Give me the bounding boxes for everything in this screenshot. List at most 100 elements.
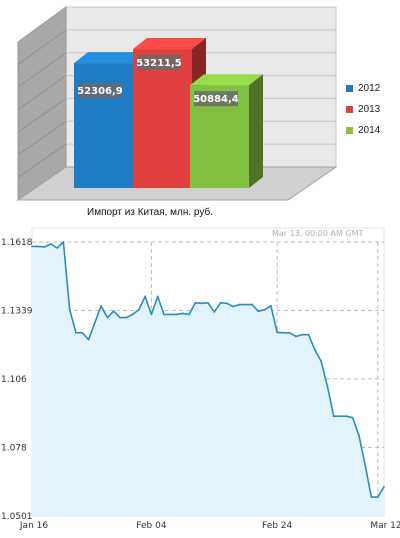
data-point[interactable] <box>81 331 84 334</box>
data-point[interactable] <box>357 434 360 437</box>
tooltip-time: Mar 13, 00:00 AM GMT <box>272 229 364 238</box>
legend-item-2014[interactable]: 2014 <box>346 120 380 141</box>
data-point[interactable] <box>295 335 297 338</box>
bar-top-face <box>190 74 263 86</box>
line-chart: 1.1618 1.1339 1.106 1.078 1.0501 Jan 16 Feb 04… <box>0 222 400 533</box>
data-point[interactable] <box>163 313 165 316</box>
data-point[interactable] <box>169 313 172 316</box>
data-point[interactable] <box>370 496 373 499</box>
legend-swatch-2014 <box>346 127 353 134</box>
data-point[interactable] <box>257 310 260 313</box>
bar-2014[interactable]: 50884,4 <box>190 74 263 188</box>
data-point[interactable] <box>75 331 77 334</box>
data-point[interactable] <box>137 308 140 311</box>
x-tick-label: Mar 12 <box>370 521 400 531</box>
data-point[interactable] <box>351 416 354 419</box>
y-tick-label: 1.0501 <box>1 512 33 522</box>
data-point[interactable] <box>339 415 341 418</box>
data-point[interactable] <box>150 313 153 316</box>
data-point[interactable] <box>175 313 178 316</box>
bar-front-face <box>74 63 133 188</box>
grid-line-side <box>17 29 67 65</box>
bar-value-label-bg <box>194 91 238 107</box>
y-axis-labels: 1.1618 1.1339 1.106 1.078 1.0501 <box>1 238 33 522</box>
data-point[interactable] <box>112 310 115 313</box>
data-point[interactable] <box>144 295 147 298</box>
bar-chart-canvas: 52306,9 53211,5 50884,4 <box>16 6 338 201</box>
y-tick-label: 1.106 <box>1 375 27 385</box>
data-point[interactable] <box>106 316 109 319</box>
data-point[interactable] <box>320 360 323 363</box>
data-point[interactable] <box>269 304 272 307</box>
data-point[interactable] <box>43 246 46 248</box>
data-point[interactable] <box>31 245 33 248</box>
legend-swatch-2013 <box>346 106 353 113</box>
data-point[interactable] <box>313 349 316 351</box>
bar-value-label: 52306,9 <box>77 86 123 97</box>
data-point[interactable] <box>263 308 266 311</box>
bar-side-face <box>249 74 263 188</box>
data-point[interactable] <box>131 313 134 316</box>
legend-item-2013[interactable]: 2013 <box>346 99 380 120</box>
data-point[interactable] <box>376 496 379 499</box>
data-point[interactable] <box>213 311 216 313</box>
data-point[interactable] <box>125 316 128 319</box>
data-point[interactable] <box>49 243 52 245</box>
legend-item-2012[interactable]: 2012 <box>346 78 380 99</box>
grid-line-side <box>17 52 67 88</box>
legend-swatch-2012 <box>346 85 353 92</box>
bar-front-face <box>133 49 192 188</box>
data-point[interactable] <box>219 301 222 304</box>
bar-chart: 52306,9 53211,5 50884,4 2012 2013 2014 Имп… <box>0 0 400 222</box>
bar-value-label-bg <box>78 83 122 99</box>
data-point[interactable] <box>238 303 241 306</box>
data-point[interactable] <box>244 303 247 306</box>
data-point[interactable] <box>56 246 59 249</box>
data-point[interactable] <box>194 301 197 304</box>
data-point[interactable] <box>288 331 291 334</box>
data-point[interactable] <box>383 485 385 488</box>
data-point[interactable] <box>100 305 103 307</box>
data-point[interactable] <box>232 305 235 308</box>
bar-chart-title: Импорт из Китая, млн. руб. <box>87 207 213 218</box>
data-point[interactable] <box>301 333 304 336</box>
bar-value-label-bg <box>137 55 181 71</box>
data-point[interactable] <box>332 415 335 418</box>
data-point[interactable] <box>87 338 90 341</box>
area-fill <box>32 242 384 516</box>
x-tick-label: Jan 16 <box>19 521 48 531</box>
bar-chart-legend: 2012 2013 2014 <box>346 78 380 141</box>
data-point[interactable] <box>37 245 40 248</box>
grid-line-side <box>17 143 67 178</box>
data-point[interactable] <box>200 302 203 305</box>
grid-line-side <box>17 75 67 111</box>
data-point[interactable] <box>207 301 209 304</box>
bar-top-face <box>133 38 206 50</box>
y-tick-label: 1.1618 <box>1 238 33 248</box>
y-tick-label: 1.078 <box>1 444 27 454</box>
data-point[interactable] <box>276 331 279 334</box>
y-tick-label: 1.1339 <box>1 306 33 316</box>
x-axis-labels: Jan 16 Feb 04 Feb 24 Mar 12 <box>19 521 400 531</box>
data-point[interactable] <box>68 308 71 311</box>
data-point[interactable] <box>251 303 253 306</box>
data-point[interactable] <box>364 463 367 466</box>
data-point[interactable] <box>282 331 285 334</box>
bar-value-label: 53211,5 <box>136 58 182 69</box>
legend-label-2013: 2013 <box>358 104 381 115</box>
legend-label-2012: 2012 <box>358 83 381 94</box>
bar-top-face <box>74 52 147 64</box>
data-point[interactable] <box>326 385 329 388</box>
data-point[interactable] <box>307 333 310 336</box>
data-point[interactable] <box>345 415 348 418</box>
data-point[interactable] <box>62 241 65 243</box>
data-point[interactable] <box>188 313 191 316</box>
data-point[interactable] <box>181 312 184 315</box>
data-point[interactable] <box>225 302 228 305</box>
x-tick-label: Feb 24 <box>262 521 293 531</box>
grid-line-side <box>17 98 67 133</box>
data-point[interactable] <box>156 295 159 298</box>
data-point[interactable] <box>119 316 121 319</box>
data-point[interactable] <box>93 321 96 324</box>
